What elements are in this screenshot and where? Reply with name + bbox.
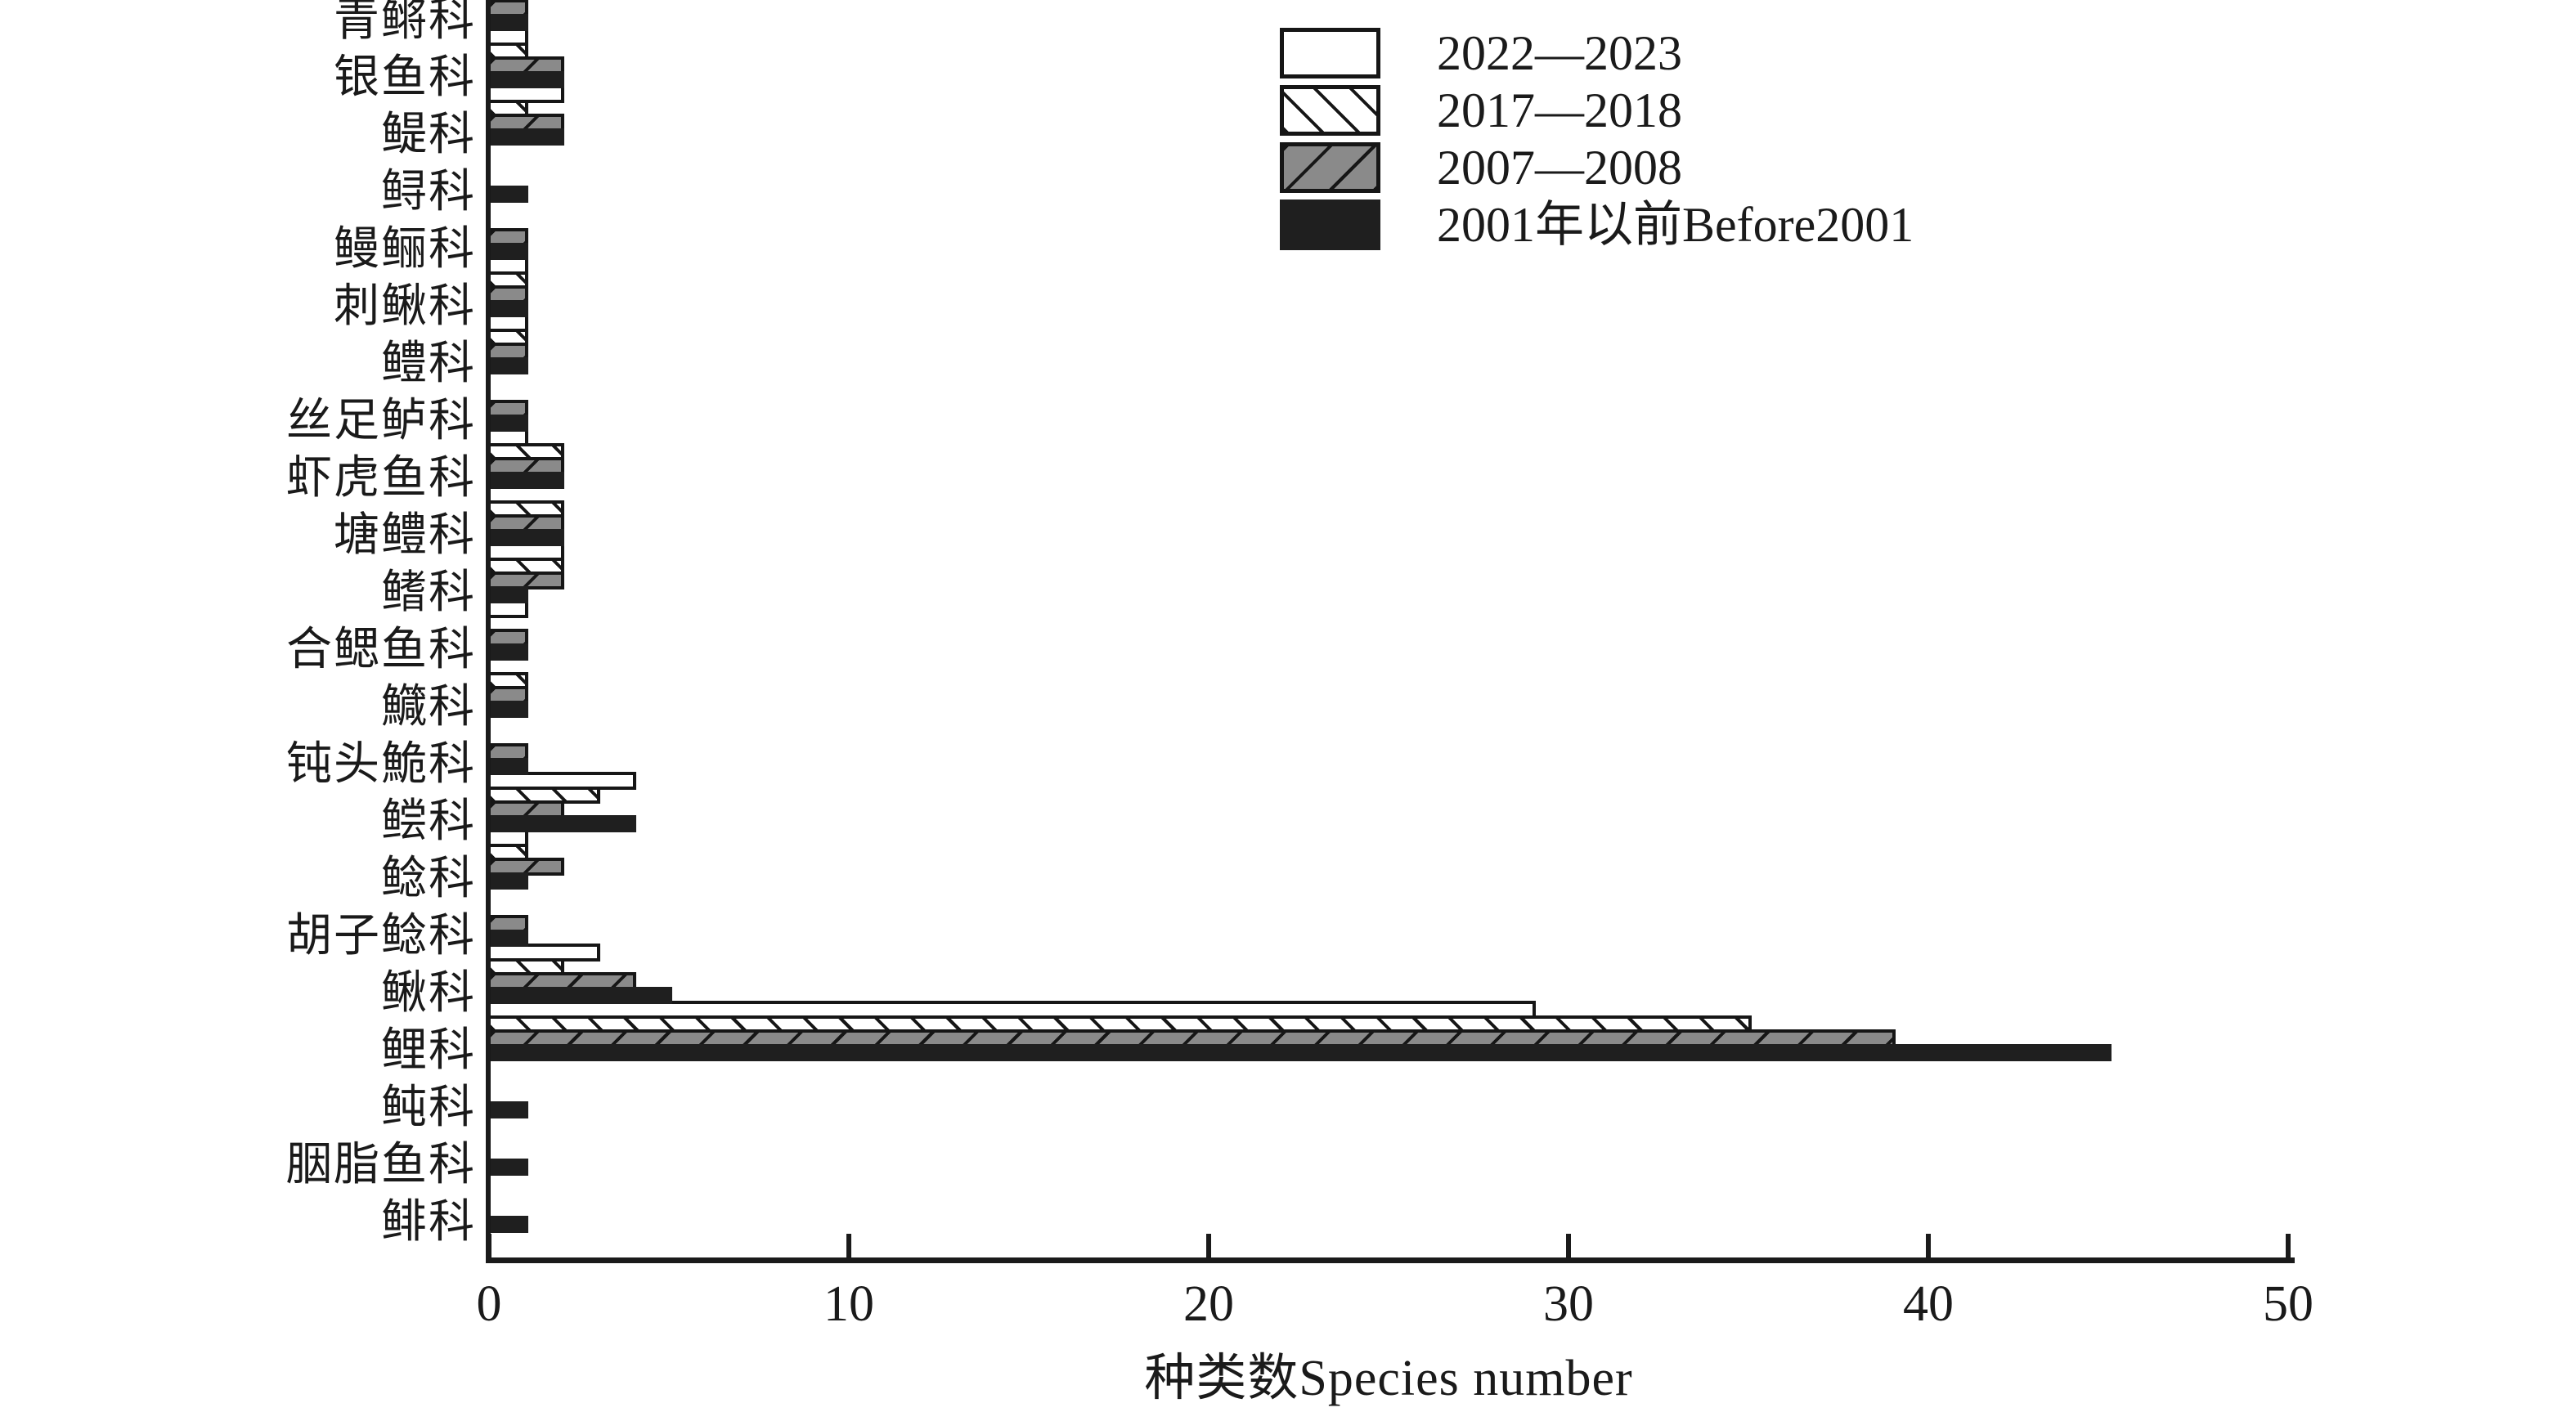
bar-鲱科-2001年以前Before2001	[487, 1215, 528, 1233]
legend-label: 2022—2023	[1437, 26, 1682, 80]
y-axis-label: 胭脂鱼科	[286, 1140, 476, 1190]
y-axis-label: 银鱼科	[334, 52, 476, 103]
bar-鲀科-2001年以前Before2001	[487, 1100, 528, 1118]
x-axis-tick-label: 0	[476, 1276, 502, 1332]
y-axis-label: 鲱科	[381, 1197, 476, 1248]
x-axis-tick-label: 40	[1903, 1276, 1954, 1332]
x-axis-tick	[846, 1234, 851, 1260]
bar-合鳃鱼科-2001年以前Before2001	[487, 643, 528, 661]
y-axis-line	[486, 0, 491, 1263]
y-axis-label: 刺鳅科	[334, 281, 476, 332]
bar-青鳉科-2001年以前Before2001	[487, 13, 528, 31]
legend-label: 2007—2008	[1437, 141, 1682, 195]
x-axis-line	[486, 1257, 2295, 1263]
y-axis-label: 鲟科	[381, 167, 476, 217]
y-axis-label: 鳀科	[381, 110, 476, 160]
x-axis-tick	[1566, 1234, 1571, 1260]
bar-钝头鮠科-2001年以前Before2001	[487, 757, 528, 775]
y-axis-label: 鳅科	[381, 968, 476, 1019]
x-axis-title: 种类数Species number	[1144, 1351, 1633, 1406]
y-axis-label: 丝足鲈科	[286, 396, 476, 446]
bar-塘鳢科-2001年以前Before2001	[487, 528, 564, 546]
legend-swatch-icon	[1280, 142, 1380, 193]
legend-swatch-icon	[1280, 199, 1380, 250]
x-axis-tick	[2286, 1234, 2291, 1260]
bar-丝足鲈科-2001年以前Before2001	[487, 414, 528, 432]
bar-鲿科-2001年以前Before2001	[487, 814, 636, 832]
bar-鳍科-2001年以前Before2001	[487, 585, 528, 603]
bar-鳅科-2001年以前Before2001	[487, 986, 672, 1004]
x-axis-tick-label: 50	[2263, 1276, 2313, 1332]
y-axis-label: 鱵科	[381, 682, 476, 733]
x-axis-tick-label: 10	[824, 1276, 874, 1332]
bar-银鱼科-2001年以前Before2001	[487, 70, 564, 88]
y-axis-label: 青鳉科	[334, 0, 476, 46]
bar-鲟科-2001年以前Before2001	[487, 185, 528, 203]
x-axis-tick	[1206, 1234, 1211, 1260]
bar-鱵科-2001年以前Before2001	[487, 700, 528, 718]
bar-胭脂鱼科-2001年以前Before2001	[487, 1158, 528, 1176]
bar-虾虎鱼科-2001年以前Before2001	[487, 471, 564, 489]
y-axis-label: 虾虎鱼科	[286, 453, 476, 504]
bar-鲶科-2001年以前Before2001	[487, 872, 528, 890]
bar-刺鳅科-2001年以前Before2001	[487, 299, 528, 317]
legend-swatch-icon	[1280, 85, 1380, 136]
y-axis-label: 合鳃鱼科	[286, 625, 476, 675]
bar-鲤科-2001年以前Before2001	[487, 1043, 2112, 1061]
x-axis-tick-label: 20	[1183, 1276, 1234, 1332]
y-axis-label: 鳍科	[381, 567, 476, 618]
y-axis-label: 塘鳢科	[334, 510, 476, 561]
legend-label: 2001年以前Before2001	[1437, 198, 1914, 252]
legend-label: 2017—2018	[1437, 83, 1682, 137]
legend-swatch-icon	[1280, 28, 1380, 78]
y-axis-label: 鳗鲡科	[334, 224, 476, 275]
y-axis-label: 鲤科	[381, 1025, 476, 1076]
y-axis-label: 钝头鮠科	[286, 739, 476, 790]
bar-鳀科-2001年以前Before2001	[487, 128, 564, 146]
x-axis-tick	[487, 1234, 491, 1260]
bar-鳢科-2001年以前Before2001	[487, 356, 528, 374]
x-axis-tick	[1926, 1234, 1931, 1260]
y-axis-label: 鲶科	[381, 854, 476, 904]
y-axis-label: 胡子鲶科	[286, 911, 476, 962]
y-axis-label: 鲿科	[381, 796, 476, 847]
bar-胡子鲶科-2001年以前Before2001	[487, 929, 528, 947]
y-axis-label: 鳢科	[381, 338, 476, 389]
x-axis-tick-label: 30	[1543, 1276, 1594, 1332]
bar-鳗鲡科-2001年以前Before2001	[487, 242, 528, 260]
y-axis-label: 鲀科	[381, 1083, 476, 1133]
